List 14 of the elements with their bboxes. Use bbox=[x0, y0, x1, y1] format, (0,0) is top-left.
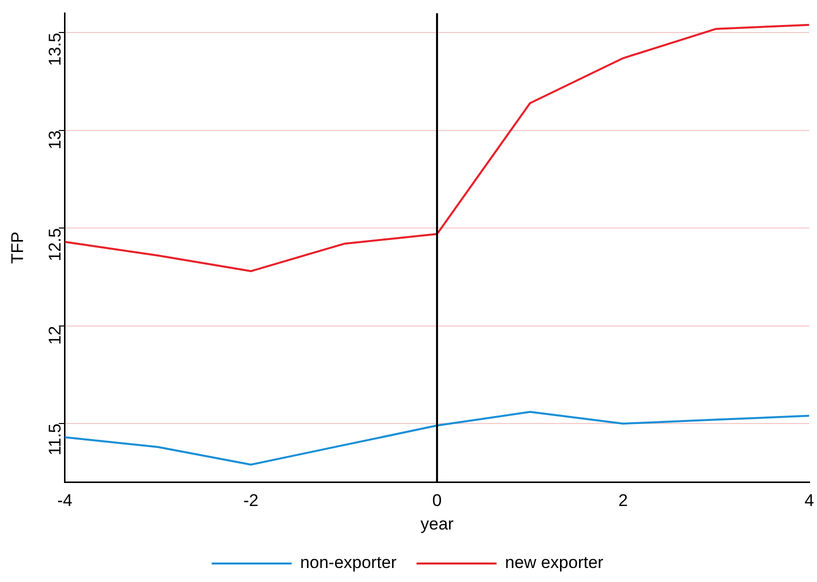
y-tick-label: 13.5 bbox=[45, 32, 64, 66]
x-tick-label: 0 bbox=[432, 491, 442, 510]
y-tick-label: 12 bbox=[45, 326, 64, 345]
x-tick-label: -4 bbox=[57, 491, 72, 510]
x-tick-label: 4 bbox=[804, 491, 814, 510]
y-tick-label: 12.5 bbox=[45, 228, 64, 262]
y-tick-label: 11.5 bbox=[45, 424, 64, 456]
legend-label: new exporter bbox=[505, 553, 604, 572]
y-tick-label: 13 bbox=[45, 130, 64, 150]
y-axis-title: TFP bbox=[8, 232, 27, 264]
x-axis-title: year bbox=[420, 514, 454, 534]
x-tick-label: -2 bbox=[243, 491, 258, 510]
legend-label: non-exporter bbox=[300, 553, 397, 572]
x-tick-label: 2 bbox=[618, 491, 628, 510]
